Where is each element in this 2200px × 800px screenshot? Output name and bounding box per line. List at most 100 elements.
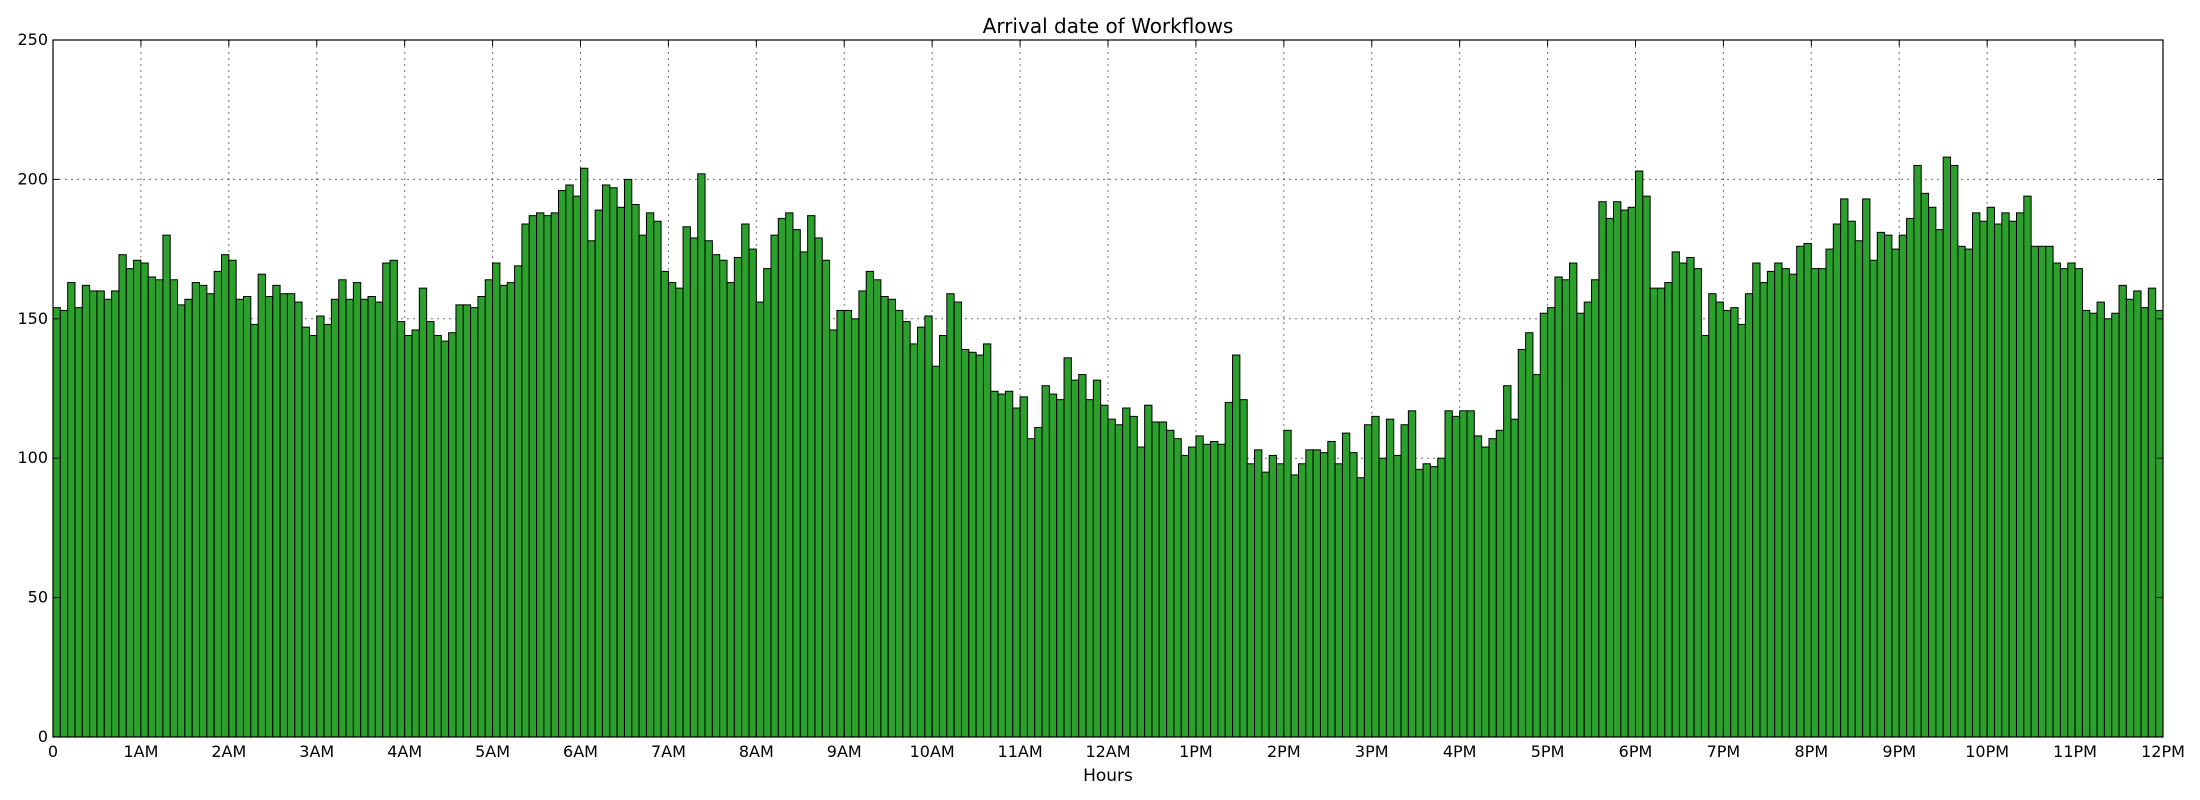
histogram-bar	[1034, 427, 1043, 738]
histogram-bar	[213, 270, 223, 738]
histogram-bar	[514, 265, 523, 738]
histogram-bar	[1554, 276, 1563, 738]
histogram-bar	[851, 318, 860, 738]
histogram-bar	[675, 287, 684, 738]
histogram-bar	[462, 304, 472, 738]
histogram-bar	[2074, 268, 2083, 738]
histogram-bar	[2008, 220, 2017, 738]
histogram-bar	[374, 301, 384, 738]
histogram-bar	[1993, 223, 2003, 738]
histogram-bar	[338, 279, 347, 738]
histogram-bar	[440, 340, 450, 738]
histogram-bar	[1297, 463, 1307, 738]
histogram-bar	[741, 223, 750, 738]
histogram-bar	[492, 262, 501, 738]
histogram-bar	[257, 273, 266, 738]
histogram-bar	[609, 187, 618, 738]
histogram-bar	[89, 290, 98, 738]
histogram-bar	[352, 282, 362, 738]
histogram-bar	[1906, 217, 1915, 738]
histogram-bar	[997, 393, 1006, 738]
histogram-bar	[169, 279, 179, 738]
histogram-bar	[1847, 220, 1856, 738]
histogram-bar	[1678, 262, 1688, 738]
histogram-bar	[653, 220, 662, 738]
histogram-bar	[1327, 440, 1336, 738]
histogram-bar	[1642, 195, 1651, 738]
histogram-bar	[1429, 466, 1439, 738]
histogram-bar	[2140, 307, 2149, 738]
histogram-bar	[1803, 243, 1812, 738]
histogram-bar	[1810, 268, 1820, 738]
histogram-bar	[763, 268, 772, 738]
histogram-bar	[1781, 268, 1790, 738]
histogram-bar	[924, 315, 933, 738]
histogram-bar	[777, 217, 787, 738]
histogram-bar	[550, 212, 560, 738]
histogram-bar	[1700, 335, 1710, 738]
histogram-bar	[264, 295, 274, 738]
histogram-bar	[807, 215, 816, 738]
histogram-bar	[2059, 268, 2069, 738]
histogram-bar	[2045, 245, 2054, 738]
histogram-bar	[631, 203, 640, 738]
histogram-bar	[330, 298, 340, 738]
histogram-bar	[931, 365, 940, 738]
histogram-bar	[1407, 410, 1417, 738]
x-tick-label: 9AM	[827, 742, 862, 761]
histogram-bar	[1173, 438, 1182, 738]
histogram-bar	[873, 279, 882, 738]
histogram-bar	[558, 190, 567, 738]
histogram-bar	[2111, 312, 2120, 738]
histogram-bar	[733, 256, 743, 738]
histogram-bar	[360, 298, 369, 738]
histogram-bar	[1744, 293, 1754, 738]
histogram-bar	[1796, 245, 1805, 738]
histogram-bar	[1656, 287, 1666, 738]
histogram-bar	[1349, 452, 1358, 738]
histogram-bar	[917, 326, 926, 738]
histogram-bar	[946, 293, 955, 738]
histogram-bar	[103, 298, 113, 738]
histogram-bar	[1737, 323, 1746, 738]
histogram-bar	[2155, 309, 2164, 738]
histogram-bar	[1334, 463, 1343, 738]
y-tick-label: 250	[17, 30, 48, 49]
histogram-bar	[221, 254, 230, 738]
histogram-bar	[448, 332, 457, 738]
histogram-bar	[1598, 201, 1607, 738]
histogram-bar	[1166, 429, 1175, 738]
histogram-bar	[2030, 245, 2039, 738]
x-tick-label: 8PM	[1795, 742, 1829, 761]
histogram-bar	[623, 178, 633, 738]
histogram-bar	[345, 298, 354, 738]
histogram-bar	[975, 354, 984, 738]
x-tick-label: 7AM	[651, 742, 686, 761]
histogram-bar	[1620, 209, 1629, 738]
histogram-bar	[2015, 212, 2025, 738]
histogram-bar	[770, 234, 779, 738]
histogram-bar	[1495, 429, 1505, 738]
histogram-bar	[565, 184, 574, 738]
histogram-bar	[1063, 357, 1072, 738]
histogram-bar	[470, 307, 479, 738]
histogram-bar	[1290, 474, 1299, 738]
histogram-bar	[579, 167, 589, 738]
x-tick-label: 2PM	[1267, 742, 1301, 761]
histogram-bar	[140, 262, 149, 738]
histogram-bar	[1913, 164, 1922, 738]
histogram-bar	[1774, 262, 1783, 738]
histogram-bar	[2023, 195, 2032, 738]
histogram-bar	[1627, 206, 1636, 738]
histogram-bar	[382, 262, 391, 738]
histogram-bar	[1004, 390, 1014, 738]
histogram-bar	[418, 287, 428, 738]
histogram-bar	[528, 215, 538, 738]
histogram-bar	[704, 240, 713, 738]
histogram-bar	[506, 282, 516, 738]
histogram-bar	[1525, 332, 1534, 738]
histogram-bar	[594, 209, 603, 738]
histogram-bar	[199, 284, 208, 738]
histogram-bar	[1986, 206, 1995, 738]
bars	[52, 156, 2164, 738]
